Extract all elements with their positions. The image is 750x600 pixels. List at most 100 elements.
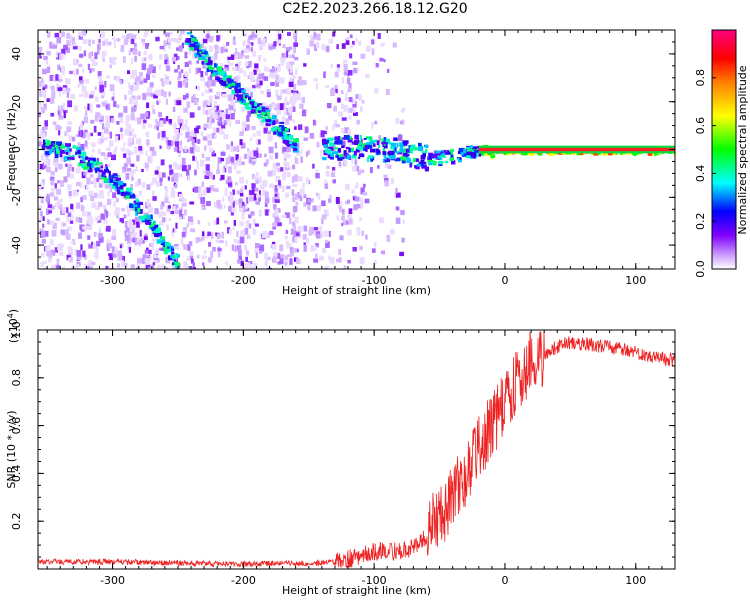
heatmap-cell — [40, 129, 46, 136]
heatmap-cell — [188, 68, 192, 73]
feature-cell — [409, 146, 415, 151]
heatmap-cell — [197, 86, 200, 91]
feature-cell — [258, 116, 262, 119]
feature-cell — [125, 187, 132, 193]
heatmap-cell — [87, 235, 91, 240]
heatmap-cell — [99, 189, 104, 196]
heatmap-cell — [126, 148, 130, 154]
heatmap-cell — [293, 225, 296, 231]
heatmap-cell — [227, 94, 233, 102]
heatmap-cell — [82, 86, 87, 93]
heatmap-cell — [130, 233, 136, 238]
heatmap-cell — [110, 57, 116, 65]
heatmap-cell — [356, 231, 361, 236]
heatmap-cell — [231, 208, 237, 213]
heatmap-cell — [67, 121, 72, 125]
heatmap-cell — [177, 65, 180, 70]
heatmap-cell — [279, 258, 284, 265]
heatmap-cell — [208, 88, 213, 93]
heatmap-cell — [78, 232, 82, 239]
heatmap-cell — [72, 45, 78, 50]
feature-cell — [445, 151, 451, 155]
heatmap-cell — [351, 99, 356, 104]
heatmap-cell — [41, 79, 45, 87]
heatmap-cell — [283, 102, 286, 108]
feature-cell — [449, 151, 454, 155]
heatmap-cell — [76, 134, 79, 138]
heatmap-cell — [274, 199, 279, 203]
heatmap-cell — [179, 140, 182, 146]
heatmap-cell — [224, 240, 228, 247]
heatmap-cell — [245, 220, 250, 227]
heatmap-cell — [249, 71, 254, 78]
heatmap-cell — [332, 145, 336, 151]
heatmap-cell — [91, 142, 96, 147]
heatmap-cell — [249, 137, 253, 142]
heatmap-cell — [284, 255, 289, 261]
heatmap-cell — [150, 182, 154, 186]
heatmap-cell — [187, 164, 191, 170]
heatmap-cell — [125, 227, 131, 233]
heatmap-cell — [67, 170, 71, 178]
plot-frame — [37, 329, 676, 570]
feature-cell — [397, 151, 402, 155]
heatmap-cell — [282, 147, 287, 154]
heatmap-cell — [233, 238, 238, 244]
heatmap-cell — [75, 167, 81, 174]
heatmap-cell — [86, 220, 91, 228]
heatmap-cell — [78, 63, 83, 68]
heatmap-cell — [256, 147, 259, 152]
heatmap-cell — [232, 146, 237, 152]
feature-cell — [393, 137, 398, 141]
feature-cell — [273, 130, 277, 135]
heatmap-cell — [202, 262, 205, 267]
heatmap-cell — [112, 151, 115, 155]
heatmap-cell — [171, 191, 176, 198]
heatmap-cell — [199, 188, 202, 194]
feature-cell — [149, 214, 153, 219]
heatmap-cell — [70, 173, 75, 179]
heatmap-cell — [132, 133, 137, 138]
heatmap-cell — [255, 84, 260, 88]
heatmap-cell — [79, 80, 84, 85]
heatmap-cell — [170, 38, 176, 42]
feature-cell — [207, 62, 213, 65]
heatmap-cell — [99, 119, 103, 124]
heatmap-cell — [395, 206, 400, 211]
feature-cell — [458, 158, 462, 163]
heatmap-cell — [254, 248, 259, 253]
heatmap-cell — [94, 115, 98, 122]
feature-cell — [449, 149, 455, 152]
heatmap-cell — [239, 236, 245, 244]
feature-cell — [56, 141, 62, 145]
heatmap-cell — [159, 179, 163, 186]
heatmap-cell — [141, 182, 145, 188]
heatmap-cell — [263, 127, 268, 134]
heatmap-cell — [248, 214, 252, 219]
heatmap-cell — [206, 133, 211, 140]
heatmap-cell — [315, 173, 320, 179]
heatmap-cell — [142, 257, 146, 264]
heatmap-cell — [277, 167, 281, 173]
heatmap-cell — [90, 57, 94, 62]
heatmap-cell — [164, 54, 168, 61]
heatmap-cell — [293, 46, 297, 54]
heatmap-cell — [113, 56, 117, 61]
heatmap-cell — [92, 148, 95, 153]
heatmap-cell — [136, 236, 139, 243]
feature-cell — [370, 140, 375, 145]
heatmap-cell — [195, 237, 198, 244]
heatmap-cell — [60, 65, 65, 72]
heatmap-cell — [189, 256, 194, 260]
heatmap-cell — [281, 89, 287, 94]
feature-cell — [168, 248, 175, 252]
heatmap-cell — [46, 166, 51, 173]
heatmap-cell — [50, 192, 54, 197]
heatmap-cell — [276, 30, 281, 37]
heatmap-cell — [256, 172, 259, 176]
heatmap-cell — [80, 143, 85, 151]
feature-cell — [85, 156, 88, 161]
heatmap-cell — [248, 35, 251, 40]
feature-cell — [87, 162, 93, 167]
heatmap-cell — [231, 66, 237, 71]
